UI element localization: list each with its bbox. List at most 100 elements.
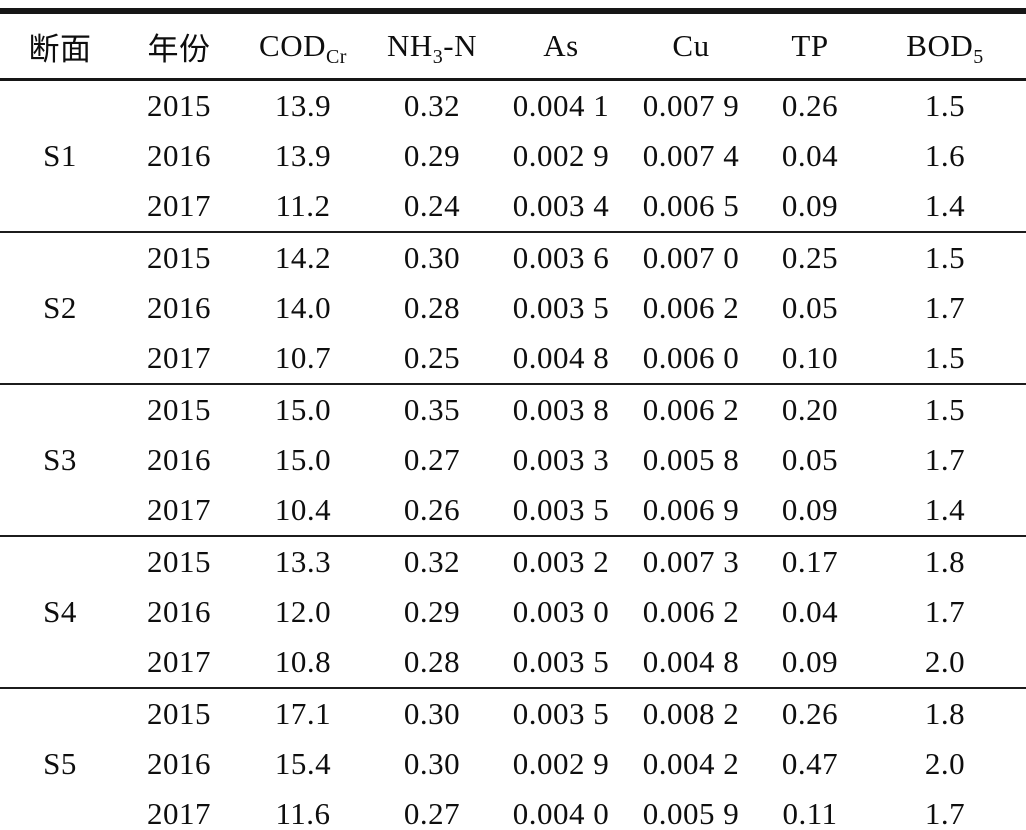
cell-tp: 0.09 bbox=[756, 637, 864, 689]
cell-as: 0.002 9 bbox=[512, 746, 610, 781]
cell-bod5: 2.0 bbox=[924, 746, 966, 781]
cell-as: 0.003 6 bbox=[512, 240, 610, 275]
table-row: 2016 12.0 0.29 0.003 0 0.006 2 0.04 1.7 bbox=[0, 587, 1026, 637]
cell-cu: 0.007 4 bbox=[642, 138, 740, 173]
cell-nh3n: 0.30 bbox=[403, 696, 461, 731]
section-label-s2: S2 bbox=[0, 232, 120, 385]
table-row: S2 2015 14.2 0.30 0.003 6 0.007 0 0.25 1… bbox=[0, 232, 1026, 385]
cell-codcr: 15.0 bbox=[274, 392, 332, 427]
cell-codcr: 15.0 bbox=[274, 442, 332, 477]
cell-cu: 0.005 9 bbox=[642, 796, 740, 830]
table-row: 2017 11.2 0.24 0.003 4 0.006 5 0.09 1.4 bbox=[0, 181, 1026, 233]
cell-bod5: 1.8 bbox=[924, 696, 966, 731]
cell-cu: 0.006 2 bbox=[642, 594, 740, 629]
cell-cu: 0.007 0 bbox=[642, 240, 740, 275]
cell-tp: 0.20 bbox=[781, 392, 839, 427]
cell-bod5: 1.8 bbox=[924, 544, 966, 579]
cell-bod5: 1.5 bbox=[864, 333, 1026, 385]
cell-nh3n: 0.27 bbox=[403, 442, 461, 477]
cell-codcr: 12.0 bbox=[274, 594, 332, 629]
cell-codcr: 17.1 bbox=[274, 696, 332, 731]
cell-nh3n: 0.35 bbox=[403, 392, 461, 427]
cell-cu: 0.005 8 bbox=[642, 442, 740, 477]
cell-tp: 0.11 bbox=[782, 796, 838, 830]
cell-bod5: 1.5 bbox=[924, 88, 966, 123]
cell-nh3n: 0.32 bbox=[403, 544, 461, 579]
cell-nh3n: 0.29 bbox=[403, 594, 461, 629]
cell-as: 0.003 0 bbox=[512, 594, 610, 629]
table-row: 2016 13.9 0.29 0.002 9 0.007 4 0.04 1.6 bbox=[0, 131, 1026, 181]
cell-cu: 0.004 8 bbox=[626, 637, 756, 689]
col-header-cu: Cu bbox=[626, 11, 756, 81]
cell-tp: 0.47 bbox=[781, 746, 839, 781]
cell-tp: 0.26 bbox=[781, 696, 839, 731]
cell-nh3n: 0.32 bbox=[403, 88, 461, 123]
table-row: 2016 14.0 0.28 0.003 5 0.006 2 0.05 1.7 bbox=[0, 283, 1026, 333]
table-row: 2017 10.8 0.28 0.003 5 0.004 8 0.09 2.0 bbox=[0, 637, 1026, 689]
cell-year: 2017 bbox=[120, 637, 238, 689]
cell-tp: 0.10 bbox=[756, 333, 864, 385]
cell-year: 2017 bbox=[120, 485, 238, 537]
cell-year: 2015 bbox=[147, 240, 211, 275]
cell-as: 0.003 8 bbox=[512, 392, 610, 427]
cell-cu: 0.006 2 bbox=[642, 392, 740, 427]
table-row: 2017 11.6 0.27 0.004 0 0.005 9 0.11 1.7 bbox=[0, 789, 1026, 830]
section-label-s5: S5 bbox=[43, 746, 77, 781]
cell-codcr: 13.3 bbox=[274, 544, 332, 579]
cell-year: 2017 bbox=[147, 796, 211, 830]
section-label-s1: S1 bbox=[0, 79, 120, 233]
cell-as: 0.003 5 bbox=[512, 290, 610, 325]
col-header-nh3n: NH3-N bbox=[368, 11, 496, 81]
cell-year: 2016 bbox=[147, 594, 211, 629]
table-row: 2016 15.0 0.27 0.003 3 0.005 8 0.05 1.7 bbox=[0, 435, 1026, 485]
cell-nh3n: 0.30 bbox=[403, 746, 461, 781]
col-header-tp: TP bbox=[756, 11, 864, 81]
section-label-s4: S4 bbox=[0, 536, 120, 689]
cell-year: 2016 bbox=[147, 442, 211, 477]
table-row: 2017 10.7 0.25 0.004 8 0.006 0 0.10 1.5 bbox=[0, 333, 1026, 385]
cell-tp: 0.25 bbox=[781, 240, 839, 275]
cell-as: 0.004 8 bbox=[496, 333, 626, 385]
cell-tp: 0.05 bbox=[781, 290, 839, 325]
cell-year: 2016 bbox=[147, 138, 211, 173]
cell-year: 2017 bbox=[120, 333, 238, 385]
cell-nh3n: 0.24 bbox=[368, 181, 496, 233]
col-header-section: 断面 bbox=[0, 11, 120, 81]
cell-codcr: 11.6 bbox=[275, 796, 331, 830]
cell-tp: 0.05 bbox=[781, 442, 839, 477]
cell-year: 2016 bbox=[147, 746, 211, 781]
cell-codcr: 11.2 bbox=[238, 181, 368, 233]
col-header-year: 年份 bbox=[120, 11, 238, 81]
cell-tp: 0.26 bbox=[781, 88, 839, 123]
cell-codcr: 13.9 bbox=[274, 138, 332, 173]
cell-as: 0.003 2 bbox=[512, 544, 610, 579]
cell-nh3n: 0.25 bbox=[368, 333, 496, 385]
table-row: 2016 15.4 0.30 0.002 9 0.004 2 0.47 2.0 bbox=[0, 739, 1026, 789]
cell-bod5: 1.7 bbox=[924, 594, 966, 629]
table-row: S1 2015 13.9 0.32 0.004 1 0.007 9 0.26 1… bbox=[0, 79, 1026, 233]
cell-bod5: 1.7 bbox=[924, 290, 966, 325]
cell-as: 0.003 5 bbox=[496, 485, 626, 537]
cell-as: 0.002 9 bbox=[512, 138, 610, 173]
cell-cu: 0.008 2 bbox=[642, 696, 740, 731]
cell-bod5: 1.5 bbox=[924, 240, 966, 275]
section-label-s3: S3 bbox=[0, 384, 120, 537]
cell-cu: 0.006 9 bbox=[626, 485, 756, 537]
cell-tp: 0.04 bbox=[781, 138, 839, 173]
cell-nh3n: 0.26 bbox=[368, 485, 496, 537]
cell-codcr: 15.4 bbox=[274, 746, 332, 781]
cell-bod5: 1.6 bbox=[924, 138, 966, 173]
water-quality-table: 断面 年份 CODCr NH3-N As Cu TP BOD5 S1 2015 … bbox=[0, 8, 1026, 830]
cell-bod5: 1.4 bbox=[864, 181, 1026, 233]
cell-bod5: 1.4 bbox=[864, 485, 1026, 537]
cell-tp: 0.04 bbox=[781, 594, 839, 629]
col-header-bod5: BOD5 bbox=[864, 11, 1026, 81]
cell-cu: 0.007 3 bbox=[642, 544, 740, 579]
cell-nh3n: 0.28 bbox=[368, 637, 496, 689]
cell-nh3n: 0.27 bbox=[403, 796, 461, 830]
cell-bod5: 1.7 bbox=[924, 796, 966, 830]
cell-codcr: 13.9 bbox=[274, 88, 332, 123]
cell-codcr: 10.8 bbox=[238, 637, 368, 689]
cell-codcr: 10.4 bbox=[238, 485, 368, 537]
